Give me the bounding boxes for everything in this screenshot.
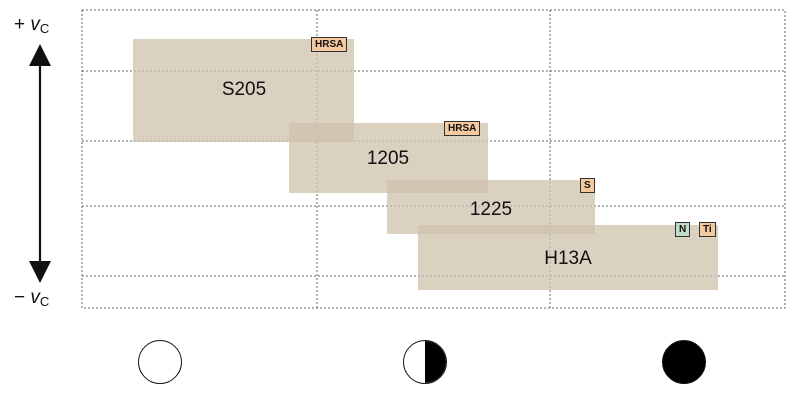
empty-circle-icon (138, 340, 182, 384)
tag-s: S (580, 178, 595, 193)
band-h13a (418, 225, 718, 290)
axis-label-plus-vc: + vC (14, 14, 50, 36)
band-label-s205: S205 (221, 79, 267, 100)
tag-n: N (675, 222, 691, 237)
tag-ti: Ti (699, 222, 716, 237)
band-label-1225: 1225 (469, 199, 513, 220)
half-filled-circle-icon (403, 340, 447, 384)
tag-hrsa: HRSA (311, 37, 348, 52)
grid-border (81, 9, 786, 309)
filled-circle-icon (662, 340, 706, 384)
axis-label-minus-vc: − vC (14, 287, 50, 309)
tag-hrsa: HRSA (444, 121, 481, 136)
band-label-1205: 1205 (366, 148, 410, 169)
band-label-h13a: H13A (544, 248, 592, 269)
